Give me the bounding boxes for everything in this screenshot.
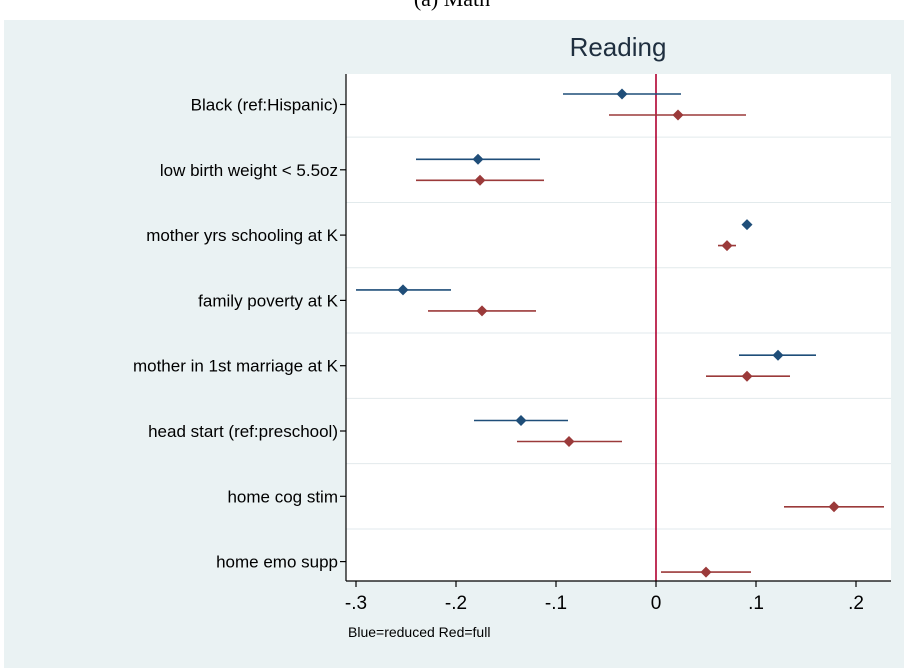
figure-caption: (a) Math	[0, 0, 904, 12]
estimate-point	[772, 349, 784, 361]
estimate-point	[721, 240, 733, 252]
y-tick-labels: Black (ref:Hispanic) low birth weight < 5…	[133, 96, 346, 572]
y-tick-label: home emo supp	[216, 553, 338, 572]
estimate-point	[474, 174, 486, 186]
estimate-point	[515, 415, 527, 426]
x-tick-labels: -.3 -.2 -.1 0 .1 .2	[345, 581, 864, 614]
y-tick-label: head start (ref:preschool)	[148, 422, 338, 441]
estimate-point	[472, 153, 484, 165]
x-tick-label: -.3	[345, 593, 367, 614]
y-tick-label: family poverty at K	[198, 291, 338, 310]
estimate-marks	[356, 88, 884, 578]
x-tick-label: -.2	[445, 593, 467, 614]
estimate-point	[828, 501, 840, 513]
x-tick-label: .2	[848, 593, 864, 614]
plot-area	[346, 74, 891, 581]
chart-title: Reading	[570, 32, 667, 62]
y-tick-label: mother yrs schooling at K	[146, 226, 338, 245]
estimate-point	[741, 219, 753, 231]
estimate-point	[397, 284, 409, 296]
y-tick-label: mother in 1st marriage at K	[133, 357, 339, 376]
estimate-point	[616, 88, 628, 100]
estimate-point	[672, 109, 684, 121]
estimate-point	[741, 370, 753, 382]
x-tick-label: -.1	[545, 593, 567, 614]
y-tick-label: low birth weight < 5.5oz	[160, 161, 338, 180]
x-tick-label: 0	[651, 593, 662, 614]
y-tick-label: Black (ref:Hispanic)	[191, 96, 338, 115]
gridlines	[346, 136, 891, 530]
legend-note: Blue=reduced Red=full	[348, 624, 490, 640]
x-tick-label: .1	[748, 593, 764, 614]
estimate-point	[563, 436, 575, 447]
estimate-point	[476, 305, 488, 317]
estimate-point	[700, 566, 712, 578]
y-tick-label: home cog stim	[227, 487, 338, 506]
